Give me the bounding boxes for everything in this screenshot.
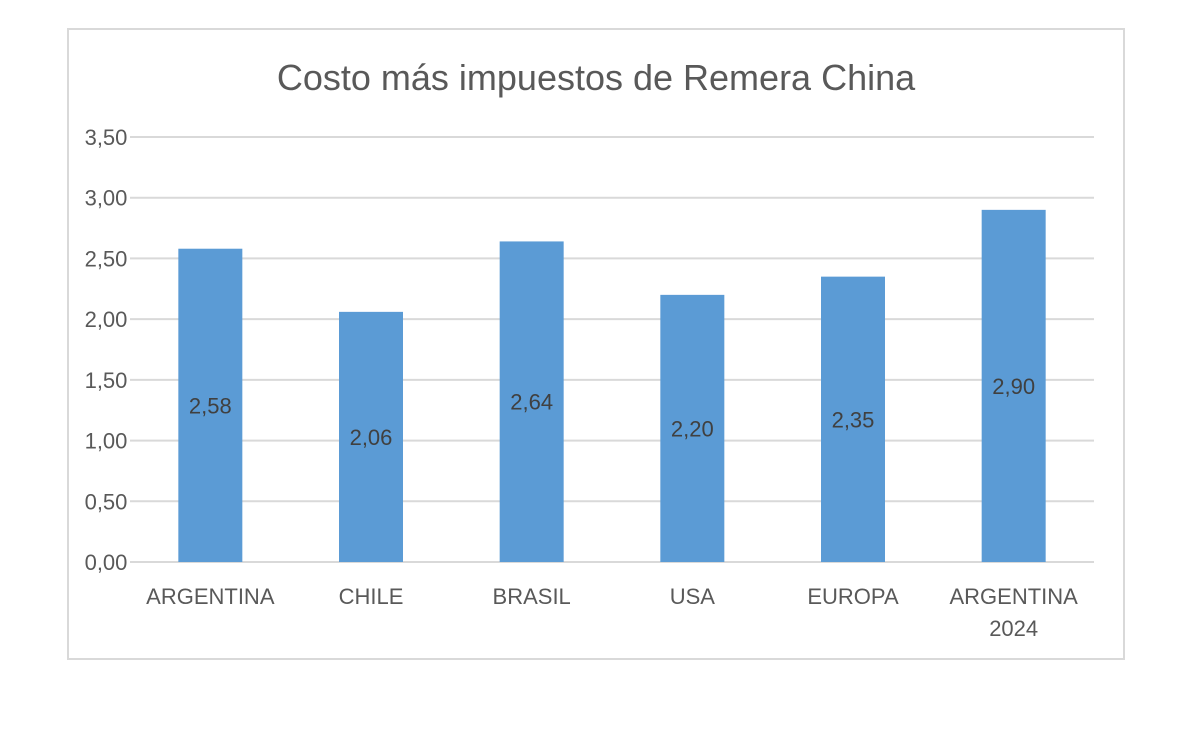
data-label: 2,35	[832, 407, 875, 432]
y-axis-ticks: 0,00 0,50 1,00 1,50 2,00 2,50 3,00 3,50	[85, 125, 128, 575]
data-labels: 2,58 2,06 2,64 2,20 2,35 2,90	[189, 374, 1035, 450]
y-tick-label: 1,50	[85, 368, 128, 393]
bar	[499, 241, 564, 562]
bar	[981, 209, 1046, 562]
data-label: 2,90	[992, 374, 1035, 399]
chart-frame	[67, 28, 1125, 660]
y-tick-label: 0,00	[85, 550, 128, 575]
bar	[660, 294, 725, 562]
bar	[178, 248, 243, 562]
bar	[821, 276, 885, 562]
chart-title: Costo más impuestos de Remera China	[277, 57, 916, 98]
y-tick-label: 2,50	[85, 246, 128, 271]
y-tick-label: 3,00	[85, 186, 128, 211]
x-category-label: USA	[670, 584, 716, 609]
data-label: 2,64	[510, 390, 553, 415]
data-label: 2,58	[189, 393, 232, 418]
y-tick-label: 2,00	[85, 307, 128, 332]
x-category-label: ARGENTINA	[949, 584, 1078, 609]
data-label: 2,06	[350, 425, 393, 450]
y-tick-label: 3,50	[85, 125, 128, 150]
x-category-label: CHILE	[339, 584, 404, 609]
y-tick-label: 0,50	[85, 489, 128, 514]
x-category-label: BRASIL	[493, 584, 571, 609]
bar	[339, 311, 403, 562]
data-label: 2,20	[671, 416, 714, 441]
x-category-label: 2024	[989, 616, 1038, 641]
x-category-label: ARGENTINA	[146, 584, 275, 609]
x-axis-categories: ARGENTINA CHILE BRASIL USA EUROPA ARGENTINA 20…	[146, 584, 1078, 641]
gridlines	[130, 136, 1094, 563]
bars	[178, 209, 1046, 562]
x-category-label: EUROPA	[807, 584, 899, 609]
y-tick-label: 1,00	[85, 429, 128, 454]
